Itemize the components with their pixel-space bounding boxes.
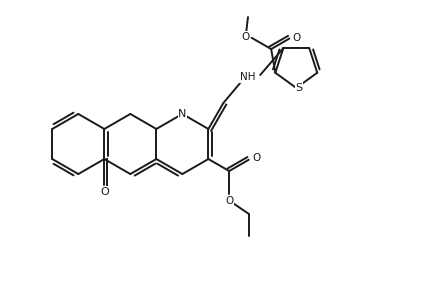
Text: O: O: [100, 187, 109, 197]
Text: O: O: [252, 153, 260, 163]
Text: N: N: [178, 109, 187, 119]
Text: S: S: [295, 83, 302, 93]
Text: O: O: [292, 33, 301, 43]
Text: O: O: [241, 32, 250, 42]
Text: O: O: [225, 196, 234, 206]
Text: NH: NH: [240, 73, 255, 82]
